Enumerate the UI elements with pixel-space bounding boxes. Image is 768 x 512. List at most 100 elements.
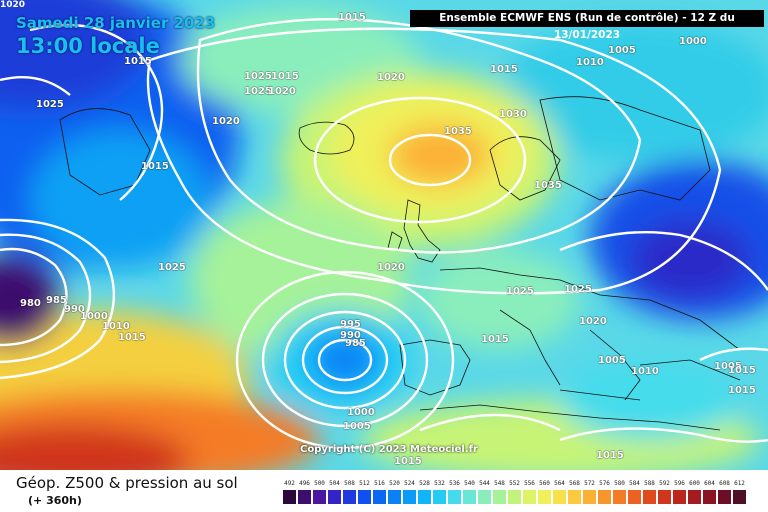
legend-color-swatch bbox=[733, 490, 746, 504]
legend-tick-label: 596 bbox=[674, 480, 685, 487]
legend-color-swatch bbox=[583, 490, 596, 504]
legend-tick-label: 568 bbox=[569, 480, 580, 487]
legend-tick-label: 572 bbox=[584, 480, 595, 487]
isobar-label: 1010 bbox=[631, 366, 659, 377]
legend-color-swatch bbox=[388, 490, 401, 504]
isobar-label: 995 bbox=[340, 319, 361, 330]
forecast-date: Samedi 28 janvier 2023 bbox=[16, 14, 216, 32]
legend-tick-label: 608 bbox=[719, 480, 730, 487]
legend-tick-label: 588 bbox=[644, 480, 655, 487]
legend-color-swatch bbox=[598, 490, 611, 504]
isobar-label: 1005 bbox=[598, 355, 626, 366]
isobar-label: 1015 bbox=[481, 334, 509, 345]
legend-tick-label: 584 bbox=[629, 480, 640, 487]
legend-tick-label: 604 bbox=[704, 480, 715, 487]
legend-tick-label: 536 bbox=[449, 480, 460, 487]
isobar-label: 1005 bbox=[343, 421, 371, 432]
legend-tick-label: 560 bbox=[539, 480, 550, 487]
model-run-label: Ensemble ECMWF ENS (Run de contrôle) - 1… bbox=[410, 10, 764, 41]
legend-tick-label: 508 bbox=[344, 480, 355, 487]
isobar-label: 1015 bbox=[728, 365, 756, 376]
legend-color-swatch bbox=[463, 490, 476, 504]
variable-title: Géop. Z500 & pression au sol bbox=[16, 474, 238, 492]
isobar-label: 1015 bbox=[596, 450, 624, 461]
legend-color-swatch bbox=[313, 490, 326, 504]
isobar-label: 1000 bbox=[347, 407, 375, 418]
isobars-group bbox=[0, 17, 768, 450]
legend-color-swatch bbox=[718, 490, 731, 504]
legend-tick-label: 564 bbox=[554, 480, 565, 487]
legend-tick-label: 576 bbox=[599, 480, 610, 487]
legend-tick-label: 524 bbox=[404, 480, 415, 487]
isobar-label: 1015 bbox=[394, 456, 422, 467]
legend-tick-label: 516 bbox=[374, 480, 385, 487]
legend-color-swatch bbox=[493, 490, 506, 504]
isobar-label: 1015 bbox=[118, 332, 146, 343]
legend-color-swatch bbox=[373, 490, 386, 504]
isobar-label: 1015 bbox=[124, 56, 152, 67]
isobar-label: 1010 bbox=[576, 57, 604, 68]
legend-tick-label: 600 bbox=[689, 480, 700, 487]
legend-color-swatch bbox=[568, 490, 581, 504]
isobar-label: 1015 bbox=[338, 12, 366, 23]
isobar-label: 1020 bbox=[212, 116, 240, 127]
legend-tick-label: 548 bbox=[494, 480, 505, 487]
legend-tick-label: 540 bbox=[464, 480, 475, 487]
isobar-label: 1015 bbox=[141, 161, 169, 172]
legend-tick-label: 544 bbox=[479, 480, 490, 487]
legend-color-swatch bbox=[403, 490, 416, 504]
isobar-label: 985 bbox=[46, 295, 67, 306]
isobar-label: 1025 bbox=[506, 286, 534, 297]
legend-color-swatch bbox=[673, 490, 686, 504]
copyright-notice: Copyright (C) 2023 Meteociel.fr bbox=[300, 444, 478, 455]
isobar-label: 1005 bbox=[714, 361, 742, 372]
legend-color-swatch bbox=[538, 490, 551, 504]
legend-tick-label: 504 bbox=[329, 480, 340, 487]
forecast-time: 13:00 locale bbox=[16, 34, 160, 58]
isobar-label: 1000 bbox=[679, 36, 707, 47]
isobar-label: 1020 bbox=[268, 86, 296, 97]
isobar-label: 1020 bbox=[579, 316, 607, 327]
legend-color-swatch bbox=[703, 490, 716, 504]
legend-tick-label: 528 bbox=[419, 480, 430, 487]
legend-color-swatch bbox=[643, 490, 656, 504]
legend-tick-label: 552 bbox=[509, 480, 520, 487]
legend-color-swatch bbox=[433, 490, 446, 504]
legend-tick-label: 492 bbox=[284, 480, 295, 487]
map-canvas bbox=[0, 0, 768, 470]
isobar-label: 985 bbox=[345, 338, 366, 349]
isobar-label: 1030 bbox=[499, 109, 527, 120]
isobar-label: 1020 bbox=[377, 262, 405, 273]
isobar-label: 1025 bbox=[36, 99, 64, 110]
isobar-label: 990 bbox=[340, 330, 361, 341]
isobar-label: 1025 bbox=[564, 284, 592, 295]
isobar-label: 980 bbox=[20, 298, 41, 309]
legend-color-swatch bbox=[298, 490, 311, 504]
isobar-label: 1010 bbox=[102, 321, 130, 332]
legend-tick-label: 520 bbox=[389, 480, 400, 487]
isobar-label: 1035 bbox=[534, 180, 562, 191]
legend-tick-label: 612 bbox=[734, 480, 745, 487]
forecast-range: (+ 360h) bbox=[28, 494, 82, 507]
legend-color-swatch bbox=[418, 490, 431, 504]
legend-tick-label: 592 bbox=[659, 480, 670, 487]
isobar-label: 1015 bbox=[490, 64, 518, 75]
isobar-label: 1025 bbox=[244, 86, 272, 97]
legend-tick-label: 500 bbox=[314, 480, 325, 487]
legend-color-swatch bbox=[283, 490, 296, 504]
isobar-label: 1035 bbox=[444, 126, 472, 137]
legend-color-swatch bbox=[628, 490, 641, 504]
color-scale-legend: 492 496 500 504 508 512 516 520 524 528 532 536 540 5… bbox=[283, 478, 753, 508]
legend-color-swatch bbox=[328, 490, 341, 504]
legend-color-swatch bbox=[508, 490, 521, 504]
isobar-label: 1005 bbox=[608, 45, 636, 56]
isobar-label: 1025 bbox=[158, 262, 186, 273]
legend-tick-label: 532 bbox=[434, 480, 445, 487]
legend-color-swatch bbox=[613, 490, 626, 504]
legend-tick-label: 496 bbox=[299, 480, 310, 487]
isobar-label: 1025 bbox=[244, 71, 272, 82]
isobar-label: 1015 bbox=[271, 71, 299, 82]
coastline-group bbox=[59, 96, 741, 431]
legend-tick-label: 512 bbox=[359, 480, 370, 487]
legend-color-swatch bbox=[358, 490, 371, 504]
